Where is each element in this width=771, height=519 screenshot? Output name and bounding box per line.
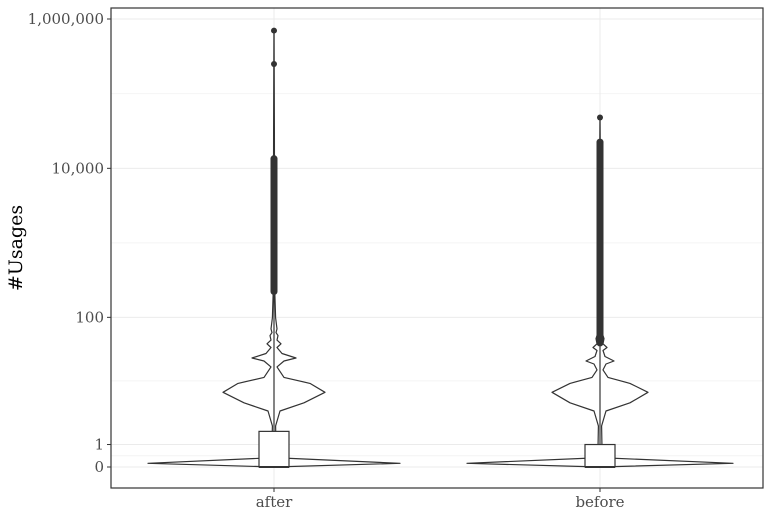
y-tick-label: 1,000,000 [28, 10, 104, 28]
y-axis-title: #Usages [5, 205, 27, 291]
y-tick-label: 10,000 [52, 159, 105, 177]
outlier-point [597, 114, 603, 121]
outlier-point [271, 60, 277, 67]
violin-group-after [147, 27, 401, 468]
outlier-band [270, 155, 278, 296]
outlier-point [271, 27, 277, 34]
y-tick-label: 100 [75, 308, 104, 326]
y-tick-label: 1 [94, 436, 104, 454]
x-tick-label: after [256, 493, 293, 511]
iqr-box [584, 443, 616, 468]
iqr-box [258, 430, 290, 468]
x-tick-label: before [575, 493, 624, 511]
outlier-band [596, 138, 604, 347]
violin-group-before [466, 114, 734, 468]
y-tick-label: 0 [94, 458, 104, 476]
plot-panel [111, 8, 763, 488]
panel-border [110, 7, 764, 489]
